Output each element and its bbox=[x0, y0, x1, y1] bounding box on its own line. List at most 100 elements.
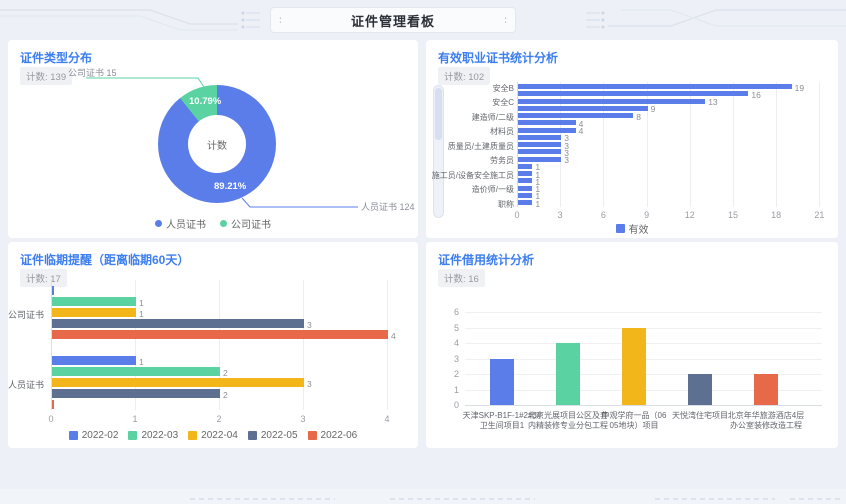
bar[interactable] bbox=[518, 171, 533, 176]
axis-tick-label: 15 bbox=[727, 210, 738, 220]
legend-item-2022-05[interactable]: 2022-05 bbox=[247, 430, 298, 441]
gridline bbox=[219, 280, 220, 410]
bar-value-label: 1 bbox=[139, 357, 144, 367]
donut-legend: 人员证书 公司证书 bbox=[8, 216, 418, 231]
legend-label: 2022-06 bbox=[320, 430, 358, 441]
bar[interactable] bbox=[518, 156, 562, 162]
category-label: 公司证书 bbox=[8, 310, 45, 320]
legend-label: 有效 bbox=[628, 225, 649, 236]
bar[interactable] bbox=[518, 134, 562, 140]
bar-value-label: 4 bbox=[391, 331, 396, 341]
axis-tick-label: 0 bbox=[453, 400, 459, 410]
callout-person-cert: 人员证书 124 bbox=[361, 202, 415, 212]
bar[interactable] bbox=[518, 127, 576, 133]
datazoom-handle[interactable] bbox=[435, 88, 442, 140]
bar[interactable] bbox=[52, 400, 54, 409]
legend-label: 2022-02 bbox=[81, 430, 119, 441]
bar[interactable] bbox=[518, 98, 706, 104]
category-label: 北京光展项目公区及套 内精装修专业分包工程 bbox=[528, 411, 608, 430]
bar[interactable] bbox=[52, 319, 304, 328]
legend-item-2022-03[interactable]: 2022-03 bbox=[128, 430, 178, 441]
axis-tick-label: 3 bbox=[453, 353, 459, 364]
bar[interactable] bbox=[622, 327, 646, 405]
bar[interactable] bbox=[518, 149, 562, 155]
gridline bbox=[603, 82, 605, 207]
datazoom-slider[interactable] bbox=[433, 85, 444, 218]
bar[interactable] bbox=[52, 356, 136, 365]
bar[interactable] bbox=[518, 178, 533, 184]
axis-tick-label: 5 bbox=[453, 322, 459, 333]
axis-tick-label: 4 bbox=[453, 338, 459, 348]
bar-value-label: 2 bbox=[223, 368, 228, 378]
legend-item-公司证书[interactable]: 公司证书 bbox=[220, 216, 271, 231]
expiring-legend: 2022-02 2022-03 2022-04 2022-05 2022-06 bbox=[8, 430, 418, 441]
bar[interactable] bbox=[52, 367, 220, 376]
legend-item-人员证书[interactable]: 人员证书 bbox=[155, 216, 206, 231]
bar[interactable] bbox=[556, 343, 580, 405]
bar[interactable] bbox=[52, 378, 304, 387]
axis-tick-label: 0 bbox=[514, 210, 520, 220]
axis-tick-label: 9 bbox=[644, 210, 650, 220]
grouped-hbar-chart: 0 1 2 3 4 公司证书 1 1 3 4 人员证书 1 2 3 2 bbox=[8, 242, 418, 448]
bar-value-label: 1 bbox=[535, 162, 541, 173]
gridline bbox=[51, 280, 52, 410]
circuit-decoration-left bbox=[0, 9, 260, 31]
slice-percent-company: 10.79% bbox=[189, 96, 222, 107]
legend-marker bbox=[615, 224, 625, 233]
category-label: 劳务员 bbox=[490, 156, 514, 165]
count-badge: 计数: 139 bbox=[20, 67, 73, 85]
bar-value-label: 1 bbox=[139, 298, 144, 308]
bar[interactable] bbox=[52, 389, 220, 398]
gridline bbox=[465, 312, 822, 313]
legend-item-2022-04[interactable]: 2022-04 bbox=[188, 430, 238, 441]
legend-item-2022-06[interactable]: 2022-06 bbox=[307, 430, 358, 441]
bar[interactable] bbox=[52, 286, 54, 295]
bar[interactable] bbox=[52, 297, 136, 306]
category-label: 天悦湾住宅项目 bbox=[672, 411, 728, 420]
legend-item-2022-02[interactable]: 2022-02 bbox=[68, 430, 119, 441]
bar-value-label: 13 bbox=[708, 97, 718, 107]
category-label: 施工员/设备安全施工员 bbox=[431, 170, 514, 180]
bar[interactable] bbox=[52, 308, 136, 317]
bar[interactable] bbox=[518, 120, 576, 126]
gridline bbox=[303, 280, 304, 410]
bar-value-label: 3 bbox=[564, 155, 569, 165]
callout-company-cert: 公司证书 15 bbox=[68, 68, 117, 78]
panel-cert-type-distribution: 证件类型分布 计数: 139 计数 10.79% 89.21% 公司证书 15 … bbox=[8, 40, 418, 238]
hbar-chart: 0 3 6 9 12 15 18 21 安全B 19 16 安全C 13 9 建造师/二级 8 4 材料员 4 3 质量… bbox=[426, 40, 838, 238]
legend-item-有效[interactable]: 有效 bbox=[615, 221, 649, 236]
legend-marker bbox=[68, 431, 78, 440]
valid-legend: 有效 bbox=[426, 221, 838, 236]
axis-tick-label: 6 bbox=[453, 307, 459, 317]
bar[interactable] bbox=[518, 163, 533, 169]
bar[interactable] bbox=[518, 192, 533, 198]
bar[interactable] bbox=[688, 374, 712, 405]
bar[interactable] bbox=[518, 200, 533, 205]
bar[interactable] bbox=[754, 374, 778, 405]
gridline bbox=[387, 280, 388, 410]
bar-value-label: 1 bbox=[139, 309, 144, 319]
bar-value-label: 1 bbox=[535, 198, 541, 209]
dashboard-title: 证件管理看板 bbox=[350, 13, 435, 29]
axis-tick-label: 1 bbox=[132, 414, 138, 424]
gridline bbox=[689, 82, 691, 207]
bar[interactable] bbox=[518, 142, 562, 147]
footer-decoration bbox=[0, 489, 846, 504]
bar-value-label: 8 bbox=[636, 111, 641, 122]
legend-marker bbox=[307, 431, 317, 440]
bar-value-label: 3 bbox=[307, 320, 312, 330]
bar[interactable] bbox=[518, 185, 533, 191]
axis-tick-label: 1 bbox=[453, 384, 459, 395]
bar[interactable] bbox=[518, 84, 792, 89]
panel-title: 证件类型分布 bbox=[20, 51, 93, 65]
panel-valid-certificates: 有效职业证书统计分析 计数: 102 0 3 6 9 12 15 18 21 安全B 19 16 安全… bbox=[426, 40, 838, 238]
bar[interactable] bbox=[52, 330, 388, 339]
bar[interactable] bbox=[518, 91, 749, 97]
bar-value-label: 1 bbox=[535, 176, 541, 187]
category-label: 造价师/一级 bbox=[471, 185, 514, 194]
bar[interactable] bbox=[518, 113, 634, 118]
bar[interactable] bbox=[490, 358, 514, 405]
bar[interactable] bbox=[518, 105, 648, 111]
count-badge: 计数: 16 bbox=[438, 269, 485, 287]
circuit-decoration-right bbox=[586, 9, 846, 29]
